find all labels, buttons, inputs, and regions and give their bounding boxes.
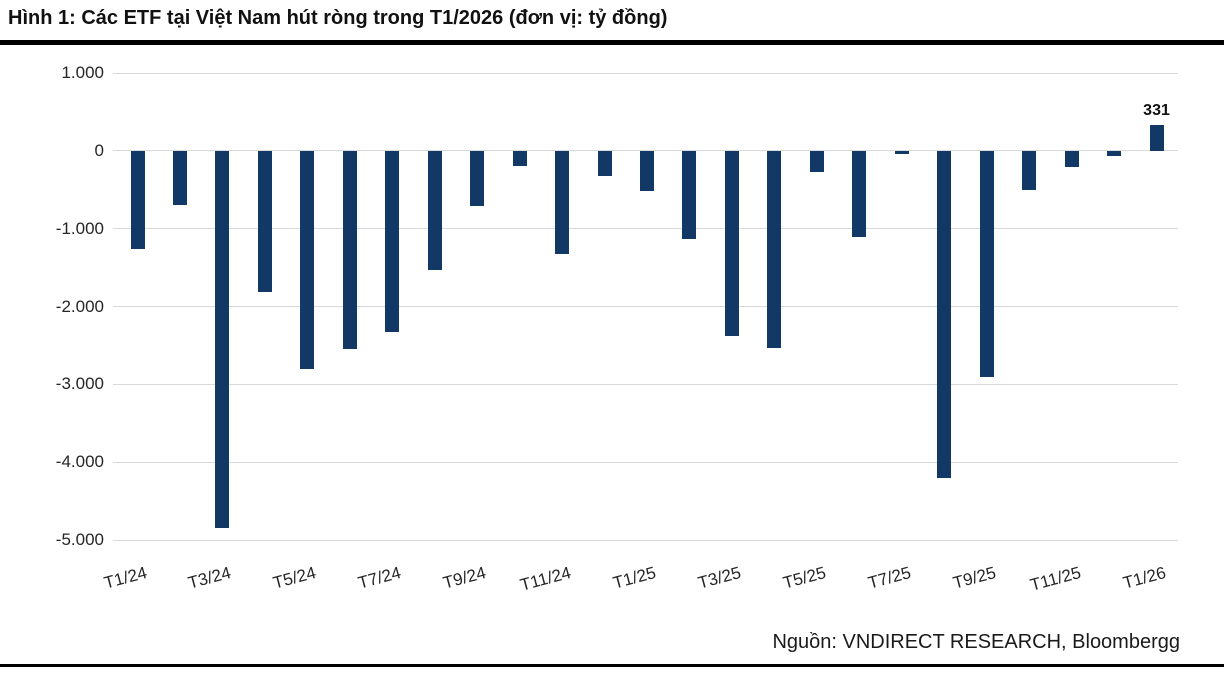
- x-axis-tick-label: T5/25: [780, 563, 828, 593]
- x-axis-tick-label: T1/25: [611, 563, 658, 593]
- bar-T11/24: [555, 150, 570, 255]
- bar-T7/24: [385, 150, 400, 333]
- x-axis-tick-label: T9/24: [441, 563, 489, 593]
- gridline-y--3000: [113, 383, 1178, 385]
- y-axis-tick-label: -2.000: [55, 296, 104, 316]
- bar-T6/25: [852, 150, 867, 238]
- bar-T4/25: [767, 150, 782, 348]
- bar-T10/25: [1022, 150, 1037, 190]
- gridline-y--4000: [113, 461, 1178, 463]
- title-rule: [0, 40, 1224, 45]
- bar-T9/25: [979, 150, 994, 377]
- bar-T3/24: [215, 150, 230, 529]
- gridline-y-1000: [113, 72, 1178, 74]
- figure-title: Hình 1: Các ETF tại Việt Nam hút ròng tr…: [8, 7, 668, 29]
- bar-T11/25: [1064, 150, 1079, 168]
- y-axis-tick-label: -3.000: [55, 374, 104, 394]
- gridline-y--2000: [113, 306, 1178, 307]
- x-axis-tick-label: T1/26: [1120, 563, 1168, 593]
- bar-T7/25: [894, 150, 909, 154]
- source-note: Nguồn: VNDIRECT RESEARCH, Bloombergg: [772, 631, 1180, 653]
- x-axis-tick-label: T11/24: [518, 563, 574, 595]
- bar-T1/25: [640, 150, 655, 192]
- y-axis-tick-label: 1.000: [61, 63, 104, 82]
- bottom-rule: [0, 664, 1224, 667]
- x-axis-tick-label: T5/24: [271, 563, 319, 593]
- x-axis-tick-label: T1/24: [101, 563, 149, 593]
- bar-T1/24: [130, 150, 145, 249]
- bar-T12/24: [597, 150, 612, 176]
- bar-T2/25: [682, 150, 697, 239]
- bar-T8/25: [937, 150, 952, 478]
- bar-T3/25: [724, 150, 739, 337]
- bar-T1/26: [1149, 125, 1164, 151]
- gridline-y--1000: [113, 228, 1178, 230]
- bar-T5/25: [809, 150, 824, 172]
- y-axis-tick-label: -1.000: [55, 218, 104, 238]
- x-axis-tick-label: T3/24: [186, 563, 234, 593]
- x-axis-tick-label: T11/25: [1027, 563, 1083, 595]
- y-axis-tick-label: -5.000: [55, 530, 104, 549]
- y-axis-tick-label: -4.000: [55, 452, 104, 472]
- bar-T2/24: [172, 150, 187, 206]
- x-axis-tick-label: T7/25: [865, 563, 913, 593]
- bar-T6/24: [342, 150, 357, 350]
- bar-T4/24: [257, 150, 272, 293]
- bar-T12/25: [1107, 150, 1122, 157]
- x-axis-tick-label: T3/25: [695, 563, 743, 593]
- bar-T10/24: [512, 150, 527, 166]
- bar-value-label-T1/26: 331: [1143, 102, 1170, 120]
- bar-T5/24: [300, 150, 315, 369]
- x-axis-tick-label: T7/24: [356, 563, 404, 593]
- gridline-y--5000: [113, 539, 1178, 541]
- bar-T8/24: [427, 150, 442, 270]
- x-axis-tick-label: T9/25: [950, 563, 998, 593]
- y-axis-tick-label: 0: [94, 140, 104, 160]
- bar-T9/24: [470, 150, 485, 207]
